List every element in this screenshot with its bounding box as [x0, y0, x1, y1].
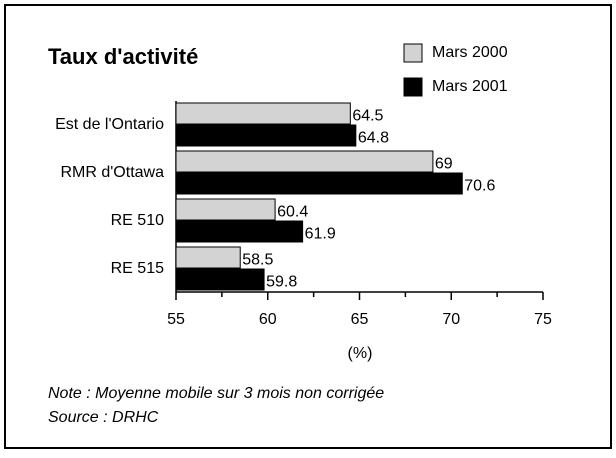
legend-label: Mars 2000: [432, 44, 508, 61]
frame: [4, 4, 612, 449]
bar: [175, 198, 276, 221]
x-axis-label: (%): [348, 345, 373, 362]
value-label: 60.4: [277, 204, 308, 221]
bar: [175, 172, 463, 195]
bar: [175, 268, 265, 291]
legend-swatch: [403, 77, 423, 97]
bar: [175, 246, 241, 269]
x-tick-label: 65: [351, 311, 369, 328]
value-label: 64.8: [358, 130, 389, 147]
value-label: 70.6: [464, 178, 495, 195]
x-tick-label: 55: [167, 311, 185, 328]
x-tick-label: 75: [534, 311, 552, 328]
source: Source : DRHC: [48, 409, 159, 426]
y-tick-label: RMR d'Ottawa: [60, 164, 164, 181]
chart-title: Taux d'activité: [48, 44, 198, 69]
y-tick-label: RE 515: [111, 260, 164, 277]
bar: [175, 150, 434, 173]
bar: [175, 124, 357, 147]
x-tick-label: 70: [442, 311, 460, 328]
y-tick-label: Est de l'Ontario: [55, 116, 164, 133]
legend-label: Mars 2001: [432, 78, 508, 95]
value-label: 61.9: [305, 226, 336, 243]
note: Note : Moyenne mobile sur 3 mois non cor…: [48, 385, 384, 402]
y-tick-label: RE 510: [111, 212, 164, 229]
value-label: 64.5: [352, 108, 383, 125]
value-label: 58.5: [242, 252, 273, 269]
bar: [175, 102, 351, 125]
legend-swatch: [403, 43, 423, 63]
x-tick-label: 60: [259, 311, 277, 328]
bar: [175, 220, 304, 243]
value-label: 59.8: [266, 274, 297, 291]
value-label: 69: [435, 156, 453, 173]
